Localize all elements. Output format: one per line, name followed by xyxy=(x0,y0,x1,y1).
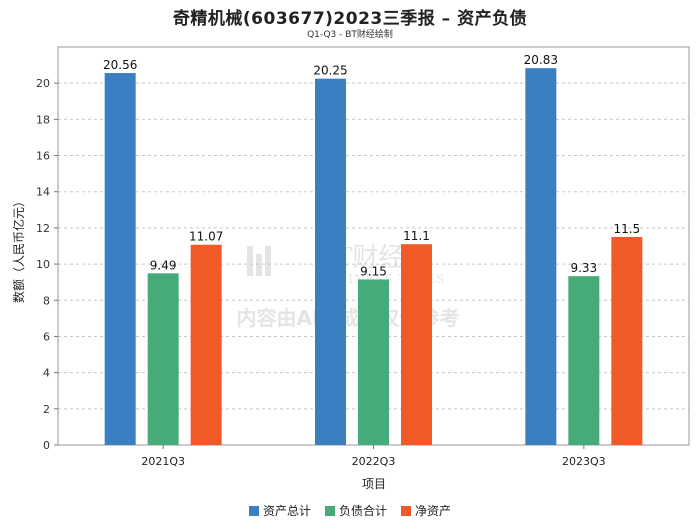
data-label: 11.1 xyxy=(403,229,430,243)
bar-1-1 xyxy=(104,73,136,446)
legend-item: 净资产 xyxy=(401,502,451,519)
data-label: 11.07 xyxy=(189,230,223,244)
y-tick-label: 16 xyxy=(36,150,50,163)
y-tick-label: 14 xyxy=(36,186,50,199)
y-tick-label: 4 xyxy=(43,367,50,380)
data-label: 11.5 xyxy=(613,222,640,236)
bar-3-1 xyxy=(190,244,222,445)
legend-swatch xyxy=(248,505,259,516)
y-tick-label: 8 xyxy=(43,294,50,307)
y-tick-label: 6 xyxy=(43,330,50,343)
y-tick-label: 0 xyxy=(43,439,50,452)
bar-chart: BT财经 BUSINESS TIMES 内容由AI生成，仅供参考 0246810… xyxy=(11,46,690,491)
bar-3-3 xyxy=(611,236,643,445)
legend-label: 负债合计 xyxy=(338,504,387,518)
legend-item: 负债合计 xyxy=(324,502,387,519)
bar-2-3 xyxy=(568,276,600,445)
x-tick-label: 2022Q3 xyxy=(352,455,396,468)
bar-1-3 xyxy=(525,68,557,445)
x-tick-label: 2021Q3 xyxy=(141,455,185,468)
legend-swatch xyxy=(401,505,411,516)
data-label: 9.49 xyxy=(150,258,177,272)
y-tick-label: 12 xyxy=(36,222,50,235)
data-label: 20.56 xyxy=(103,58,137,72)
y-tick-label: 2 xyxy=(43,403,50,416)
bar-2-1 xyxy=(147,273,179,445)
data-label: 9.33 xyxy=(570,261,597,275)
y-axis-label: 数额（人民币亿元） xyxy=(11,195,26,303)
x-axis-label: 项目 xyxy=(362,477,386,491)
data-label: 20.25 xyxy=(313,64,347,78)
bar-3-2 xyxy=(401,244,432,445)
legend: 资产总计 负债合计 净资产 xyxy=(0,502,700,519)
y-tick-label: 20 xyxy=(36,77,50,90)
x-tick-label: 2023Q3 xyxy=(562,455,606,468)
legend-item: 资产总计 xyxy=(248,502,311,519)
y-tick-label: 18 xyxy=(36,113,50,126)
bt-logo-icon xyxy=(247,246,271,276)
legend-swatch xyxy=(324,505,335,516)
data-label: 9.15 xyxy=(360,264,387,278)
bar-1-2 xyxy=(315,78,346,445)
chart-subtitle: Q1-Q3 - BT财经绘制 xyxy=(307,30,393,40)
chart-title: 奇精机械(603677)2023三季报 – 资产负债 xyxy=(172,9,528,29)
legend-label: 资产总计 xyxy=(262,504,311,518)
y-tick-label: 10 xyxy=(36,258,50,271)
bars: 20.56 9.49 11.07 20.25 9.15 11.1 20.83 9.33 11.5 xyxy=(103,53,643,446)
bar-2-2 xyxy=(358,279,389,445)
data-label: 20.83 xyxy=(524,53,558,67)
legend-label: 净资产 xyxy=(415,504,452,518)
